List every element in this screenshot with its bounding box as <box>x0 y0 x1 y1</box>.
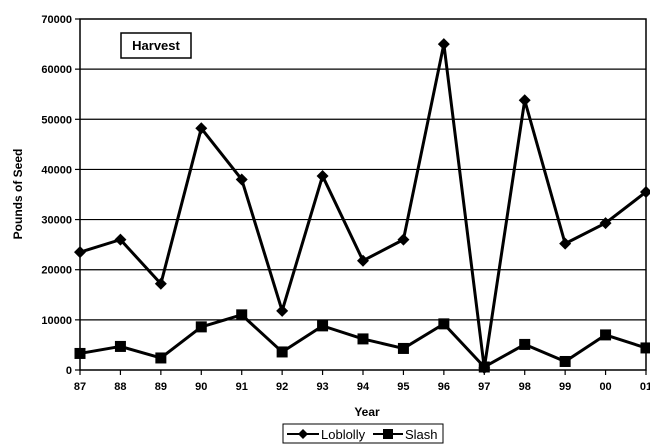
x-tick-label: 97 <box>478 381 490 393</box>
data-point-loblolly <box>640 185 650 198</box>
data-point-slash <box>317 320 329 332</box>
series-group <box>74 38 650 374</box>
legend-loblolly-label: Loblolly <box>321 427 366 442</box>
data-point-slash <box>114 340 126 352</box>
data-point-loblolly <box>74 246 86 259</box>
x-tick-label: 00 <box>599 381 611 393</box>
x-tick-label: 95 <box>397 381 409 393</box>
plot-area-frame <box>79 18 647 371</box>
x-tick-label: 90 <box>195 381 207 393</box>
x-axis-ticks: 87 88 89 90 91 92 93 94 95 96 97 98 99 00 01 <box>74 370 650 393</box>
legend-box <box>282 423 444 444</box>
data-point-loblolly <box>276 304 289 317</box>
y-tick-label: 20000 <box>41 265 72 277</box>
harvest-annotation-text: Harvest <box>132 38 180 53</box>
harvest-annotation: Harvest <box>120 32 192 59</box>
legend-loblolly-marker <box>298 429 308 439</box>
y-tick-label: 60000 <box>41 64 72 76</box>
data-point-loblolly <box>518 94 531 107</box>
x-tick-label: 92 <box>276 381 288 393</box>
legend-slash-label: Slash <box>405 427 438 442</box>
data-point-loblolly <box>316 169 329 182</box>
x-tick-label: 89 <box>155 381 167 393</box>
data-point-loblolly <box>437 38 450 51</box>
x-tick-label: 87 <box>74 381 86 393</box>
data-point-loblolly <box>599 217 612 230</box>
x-tick-label: 88 <box>114 381 126 393</box>
x-tick-label: 99 <box>559 381 571 393</box>
y-tick-label: 0 <box>66 365 72 377</box>
x-tick-label: 93 <box>316 381 328 393</box>
y-tick-label: 40000 <box>41 164 72 176</box>
data-point-slash <box>519 338 531 350</box>
data-point-loblolly <box>397 233 410 246</box>
data-point-loblolly <box>195 122 208 135</box>
data-point-slash <box>640 342 650 354</box>
legend-item-loblolly: Loblolly <box>287 427 366 442</box>
y-axis-title: Pounds of Seed <box>11 149 25 240</box>
y-tick-label: 70000 <box>41 14 72 26</box>
x-tick-label: 01 <box>640 381 650 393</box>
x-axis-title: Year <box>354 405 380 419</box>
legend-item-slash: Slash <box>373 427 438 442</box>
data-point-slash <box>357 333 369 345</box>
data-point-loblolly <box>357 254 369 267</box>
legend: Loblolly Slash <box>282 423 444 444</box>
y-tick-label: 30000 <box>41 215 72 227</box>
y-tick-label: 50000 <box>41 114 72 126</box>
data-point-slash <box>397 342 409 354</box>
x-tick-label: 98 <box>519 381 531 393</box>
data-point-slash <box>276 346 288 358</box>
data-point-slash <box>155 352 167 364</box>
data-point-loblolly <box>559 237 572 250</box>
x-tick-label: 91 <box>236 381 248 393</box>
x-tick-label: 94 <box>357 381 370 393</box>
data-point-slash <box>559 355 571 367</box>
y-tick-label: 10000 <box>41 315 72 327</box>
data-point-slash <box>195 321 207 333</box>
x-tick-label: 96 <box>438 381 450 393</box>
legend-slash-marker <box>383 429 393 439</box>
data-point-slash <box>600 329 612 341</box>
data-point-slash <box>438 318 450 330</box>
data-point-slash <box>478 361 490 373</box>
data-point-loblolly <box>114 233 127 246</box>
gridlines <box>80 68 646 321</box>
y-axis-ticks: 0 10000 20000 30000 40000 50000 60000 70000 <box>41 14 80 377</box>
data-point-slash <box>74 347 86 359</box>
data-point-loblolly <box>154 277 167 290</box>
data-point-slash <box>236 309 248 321</box>
data-point-loblolly <box>235 173 248 186</box>
harvest-annotation-box <box>120 32 192 59</box>
